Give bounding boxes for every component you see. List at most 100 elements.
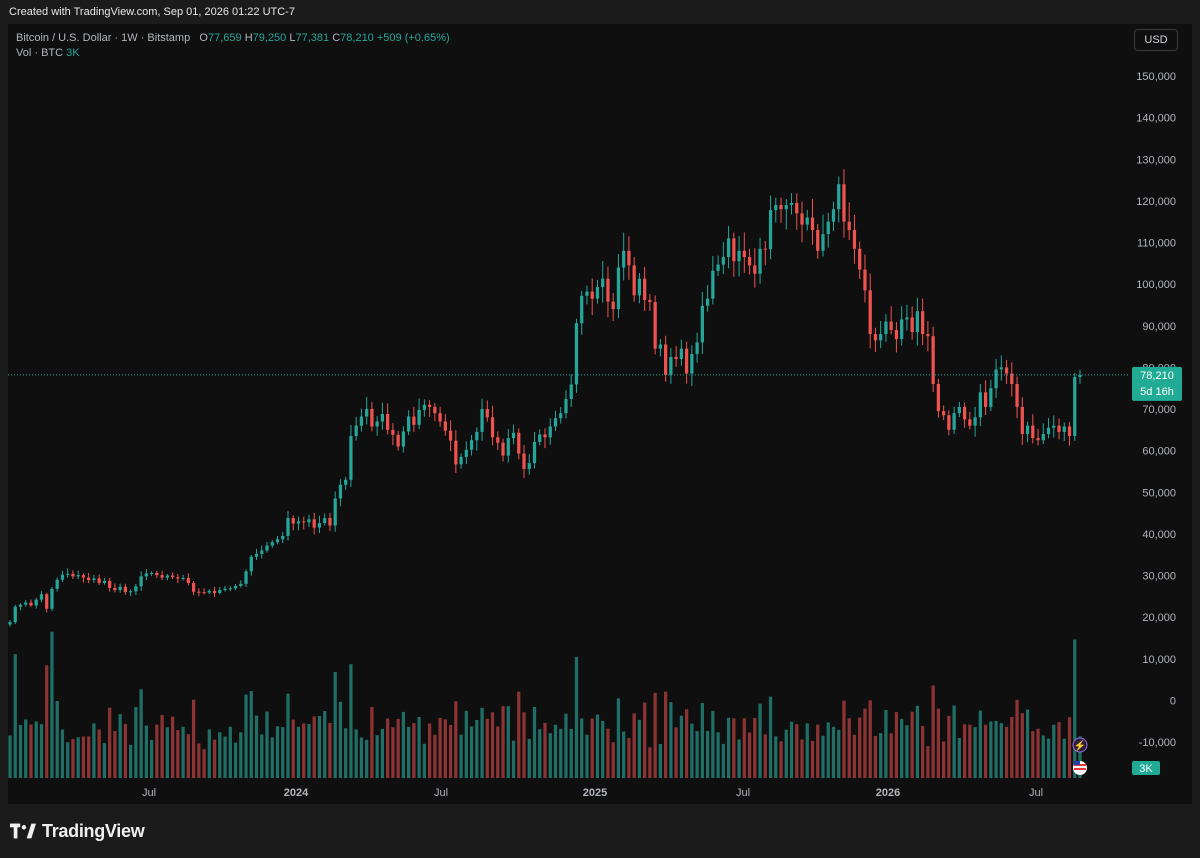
x-tick-label: Jul (1029, 787, 1043, 799)
tradingview-logo[interactable]: TradingView (10, 820, 145, 842)
volume-bar (532, 706, 537, 778)
candle-body (438, 413, 442, 422)
volume-bar (448, 724, 453, 778)
candle-body (1046, 427, 1051, 434)
us-flag-icon[interactable] (1073, 761, 1087, 775)
candle-body (275, 539, 280, 543)
candle-body (511, 432, 516, 439)
volume-bar (443, 719, 447, 778)
candle-body (742, 250, 746, 258)
volume-bar (999, 723, 1003, 778)
candle-body (281, 535, 285, 540)
volume-bar (978, 710, 982, 778)
candle-body (894, 329, 899, 340)
candle-body (108, 580, 112, 588)
candle-body (417, 409, 421, 425)
candle-body (66, 573, 70, 575)
chart-pane[interactable]: 150,000 140,000 130,000 120,000 110,000 100,0… (8, 24, 1192, 804)
candle-body (553, 418, 558, 427)
candle-body (973, 417, 977, 426)
candle-body (590, 291, 594, 299)
volume-bar (108, 707, 112, 778)
volume-bar (842, 700, 846, 778)
volume-bar (1073, 639, 1077, 778)
currency-button[interactable]: USD (1134, 29, 1178, 51)
volume-bar (144, 725, 148, 778)
chart-legend: Bitcoin / U.S. Dollar · 1W · Bitstamp O7… (16, 31, 450, 61)
candle-body (328, 518, 332, 526)
volume-bar (291, 719, 295, 778)
volume-bar (821, 735, 825, 778)
candle-body (490, 417, 495, 438)
volume-bar (910, 711, 914, 778)
volume-bar (375, 735, 379, 778)
volume-bar (831, 726, 836, 778)
volume-bar (580, 718, 584, 778)
volume-bar (805, 723, 809, 778)
candle-body (795, 202, 799, 214)
candle-body (191, 582, 196, 592)
volume-bar (511, 740, 516, 778)
volume-bar (936, 708, 941, 778)
candle-body (344, 479, 348, 485)
candle-body (868, 290, 872, 335)
volume-bar (553, 724, 558, 778)
change-value: +509 (+0.65%) (376, 32, 450, 44)
price-chart[interactable]: 150,000 140,000 130,000 120,000 110,000 100,0… (8, 24, 1192, 804)
candle-body (233, 585, 238, 589)
volume-bar (202, 749, 206, 778)
high-value: 79,250 (252, 32, 287, 44)
volume-bar (622, 731, 626, 778)
tradingview-logo-icon (10, 823, 36, 839)
candle-body (716, 264, 720, 271)
candle-body (265, 545, 269, 551)
volume-bar (270, 737, 274, 778)
volume-bar (223, 736, 227, 778)
volume-bar (113, 731, 117, 778)
x-axis: Jul 2024 Jul 2025 Jul 2026 Jul (142, 787, 1043, 799)
volume-bar (197, 743, 201, 778)
volume-bar (858, 717, 862, 778)
candle-body (957, 406, 961, 414)
open-label: O (199, 32, 208, 44)
candle-body (212, 590, 217, 593)
volume-bar (826, 722, 830, 778)
volume-bar (490, 712, 495, 778)
volume-bar (915, 705, 920, 778)
candle-body (517, 432, 521, 454)
volume-bar (260, 734, 264, 778)
volume-bar (386, 718, 390, 778)
volume-bar (265, 711, 269, 778)
volume-bar (249, 691, 253, 778)
volume-bar (317, 715, 322, 778)
volume-bar (989, 721, 993, 778)
volume-bar (160, 714, 164, 778)
volume-bar (24, 719, 28, 778)
candle-body (286, 518, 290, 536)
candle-body (291, 518, 295, 524)
candle-body (905, 317, 909, 320)
volume-bar (129, 744, 133, 778)
candle-body (983, 392, 988, 407)
volume-bar (275, 726, 280, 778)
y-tick-label: 150,000 (1136, 71, 1176, 83)
candle-body (165, 575, 169, 578)
volume-bar (1041, 735, 1045, 778)
volume-bar (1036, 728, 1040, 778)
dividends-icon[interactable]: ⚡ (1072, 737, 1088, 753)
volume-bar (1020, 713, 1024, 778)
volume-bar (344, 728, 348, 778)
volume-bar (795, 724, 799, 778)
volume-bar (307, 724, 311, 778)
top-bar: Created with TradingView.com, Sep 01, 20… (0, 0, 1200, 24)
candle-body (454, 440, 458, 465)
candle-body (842, 184, 846, 222)
candle-body (39, 594, 44, 600)
x-tick-label: 2025 (583, 787, 607, 799)
volume-bar (1057, 722, 1061, 778)
volume-bar (102, 743, 107, 778)
volume-bar (407, 726, 411, 778)
volume-bar (134, 707, 138, 778)
candle-body (564, 399, 568, 414)
candle-body (637, 278, 642, 296)
